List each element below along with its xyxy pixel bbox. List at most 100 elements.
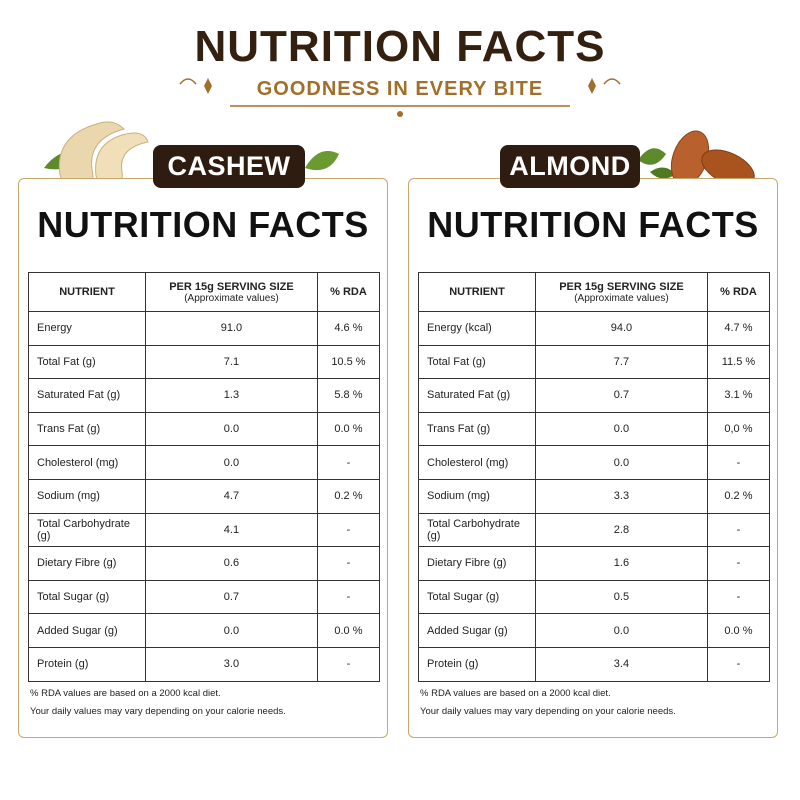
table-row: Dietary Fibre (g) 1.6- — [418, 546, 771, 581]
table-row: Saturated Fat (g) 1.3 5.8 % — [28, 378, 381, 413]
table-cell: Cholesterol (mg) — [28, 445, 146, 480]
table-cell: 5.8 % — [316, 378, 381, 413]
table-cell: 0.0 — [145, 411, 318, 447]
table-cell: Total Carbohydrate (g) — [418, 512, 536, 548]
footnote: % RDA values are based on a 2000 kcal di… — [30, 688, 221, 699]
table-row: Total Sugar (g) 0.5- — [418, 579, 771, 615]
table-cell: 0.0 — [535, 411, 708, 447]
table-cell: - — [706, 646, 771, 682]
table-cell: 0.2 % — [316, 478, 381, 514]
table-row: Total Fat (g) 7.1 10.5 % — [28, 344, 381, 380]
header-text: PER 15g SERVING SIZE — [169, 280, 294, 293]
panel-title: NUTRITION FACTS — [427, 204, 759, 245]
table-row: Sodium (mg) 3.3 0.2 % — [418, 478, 771, 514]
table-cell: - — [316, 546, 381, 581]
header-cell: NUTRIENT — [28, 272, 146, 312]
footnote: Your daily values may vary depending on … — [30, 706, 286, 717]
header-note: (Approximate values) — [184, 292, 279, 304]
table-cell: 0.2 % — [706, 478, 771, 514]
table-row: Protein (g) 3.0- — [28, 646, 381, 682]
table-cell: Dietary Fibre (g) — [28, 546, 146, 581]
product-label: ALMOND — [500, 145, 640, 188]
table-cell: Total Fat (g) — [418, 344, 536, 380]
table-cell: 0,0 % — [706, 411, 771, 447]
table-cell: 7.7 — [535, 344, 708, 380]
table-cell: 3.0 — [145, 646, 318, 682]
nutrition-table: NUTRIENT PER 15g SERVING SIZE (Approximate… — [28, 272, 381, 682]
table-cell: - — [316, 646, 381, 682]
product-label: CASHEW — [153, 145, 305, 188]
table-cell: Protein (g) — [418, 646, 536, 682]
table-cell: 0.0 % — [706, 613, 771, 648]
table-cell: - — [706, 445, 771, 480]
table-cell: 1.6 — [535, 546, 708, 581]
table-row: Trans Fat (g) 0.0 0.0 % — [28, 411, 381, 447]
table-cell: - — [706, 512, 771, 548]
table-cell: - — [316, 579, 381, 615]
table-cell: Trans Fat (g) — [418, 411, 536, 447]
panel-title: NUTRITION FACTS — [37, 204, 369, 245]
table-cell: 0.0 — [145, 445, 318, 480]
table-cell: 0.7 — [535, 378, 708, 413]
table-cell: 0.7 — [145, 579, 318, 615]
table-row: Protein (g) 3.4- — [418, 646, 771, 682]
table-cell: 0.0 % — [316, 411, 381, 447]
table-cell: 7.1 — [145, 344, 318, 380]
table-cell: Protein (g) — [28, 646, 146, 682]
table-cell: - — [316, 512, 381, 548]
table-row: Added Sugar (g) 0.0 0.0 % — [418, 613, 771, 648]
table-cell: Energy (kcal) — [418, 311, 536, 346]
table-cell: Energy — [28, 311, 146, 346]
table-cell: 3.4 — [535, 646, 708, 682]
table-cell: - — [706, 579, 771, 615]
table-cell: 4.7 — [145, 478, 318, 514]
table-cell: Trans Fat (g) — [28, 411, 146, 447]
table-cell: Sodium (mg) — [418, 478, 536, 514]
table-cell: 11.5 % — [706, 344, 771, 380]
page-title: NUTRITION FACTS — [194, 22, 606, 71]
table-cell: Cholesterol (mg) — [418, 445, 536, 480]
table-cell: 1.3 — [145, 378, 318, 413]
table-cell: 4.6 % — [316, 311, 381, 346]
table-cell: Sodium (mg) — [28, 478, 146, 514]
table-cell: Added Sugar (g) — [418, 613, 536, 648]
table-cell: - — [316, 445, 381, 480]
table-row: Saturated Fat (g) 0.7 3.1 % — [418, 378, 771, 413]
table-cell: 91.0 — [145, 311, 318, 346]
table-cell: Total Sugar (g) — [28, 579, 146, 615]
table-row: Total Carbohydrate (g) 4.1- — [28, 512, 381, 548]
table-row: Cholesterol (mg) 0.0- — [28, 445, 381, 480]
table-cell: Added Sugar (g) — [28, 613, 146, 648]
table-row: Added Sugar (g) 0.0 0.0 % — [28, 613, 381, 648]
table-cell: 4.1 — [145, 512, 318, 548]
table-cell: Total Sugar (g) — [418, 579, 536, 615]
table-cell: 10.5 % — [316, 344, 381, 380]
table-row: Total Carbohydrate (g) 2.8- — [418, 512, 771, 548]
page-subtitle: GOODNESS IN EVERY BITE — [256, 78, 544, 100]
table-row: Energy 91.0 4.6 % — [28, 311, 381, 346]
header-cell: NUTRIENT — [418, 272, 536, 312]
table-cell: 3.1 % — [706, 378, 771, 413]
header-row: NUTRIENT PER 15g SERVING SIZE (Approximate… — [418, 272, 771, 312]
table-row: Total Sugar (g) 0.7- — [28, 579, 381, 615]
header-row: NUTRIENT PER 15g SERVING SIZE (Approximate… — [28, 272, 381, 312]
table-cell: Total Fat (g) — [28, 344, 146, 380]
header-text: PER 15g SERVING SIZE — [559, 280, 684, 293]
table-row: Total Fat (g) 7.7 11.5 % — [418, 344, 771, 380]
table-row: Cholesterol (mg) 0.0- — [418, 445, 771, 480]
table-cell: 0.6 — [145, 546, 318, 581]
table-cell: 0.0 — [535, 445, 708, 480]
header-note: (Approximate values) — [574, 292, 669, 304]
table-cell: Saturated Fat (g) — [418, 378, 536, 413]
table-cell: - — [706, 546, 771, 581]
table-cell: 2.8 — [535, 512, 708, 548]
footnote: Your daily values may vary depending on … — [420, 706, 676, 717]
table-cell: 0.0 % — [316, 613, 381, 648]
table-cell: 0.0 — [535, 613, 708, 648]
table-cell: Saturated Fat (g) — [28, 378, 146, 413]
table-cell: 0.5 — [535, 579, 708, 615]
table-row: Sodium (mg) 4.7 0.2 % — [28, 478, 381, 514]
header-cell: % RDA — [316, 272, 381, 312]
table-cell: 94.0 — [535, 311, 708, 346]
